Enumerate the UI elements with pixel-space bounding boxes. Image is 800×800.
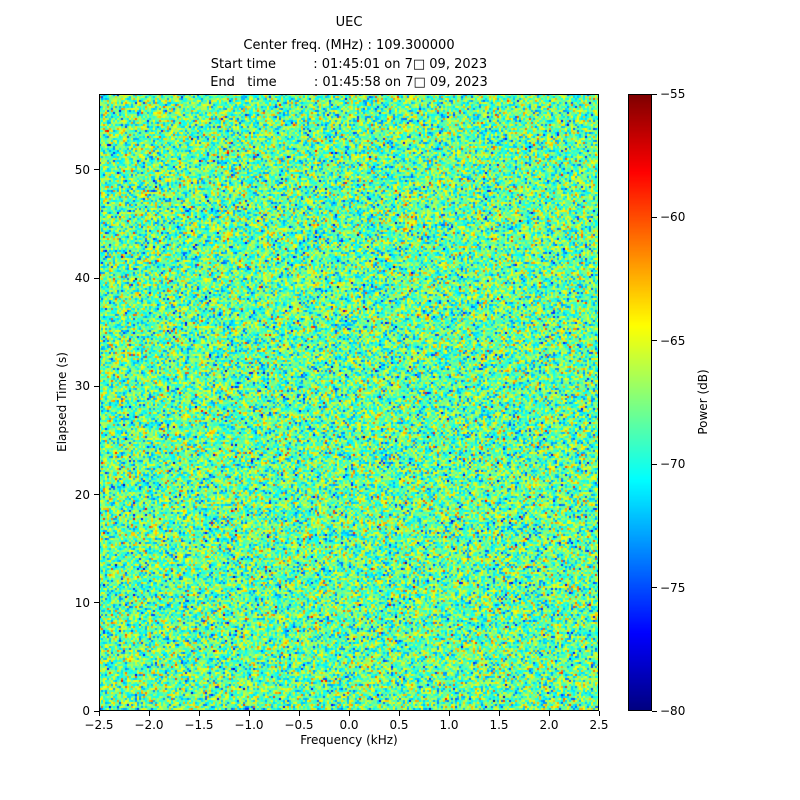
x-tick-mark xyxy=(598,711,600,716)
y-tick-mark xyxy=(94,710,99,712)
x-tick-mark xyxy=(198,711,200,716)
x-tick-label: −1.0 xyxy=(234,718,264,732)
heatmap-canvas xyxy=(99,94,599,711)
x-tick-mark xyxy=(248,711,250,716)
y-tick-mark xyxy=(94,494,99,495)
x-tick-label: 2.5 xyxy=(589,718,609,732)
colorbar-tick-mark xyxy=(652,587,657,589)
colorbar-tick-label: −60 xyxy=(660,210,686,225)
x-tick-label: −0.5 xyxy=(284,718,314,732)
x-tick-label: 0.5 xyxy=(389,718,409,732)
y-tick-label: 30 xyxy=(74,379,90,394)
x-tick-label: −2.5 xyxy=(84,718,114,732)
x-tick-mark xyxy=(348,711,350,716)
y-tick-mark xyxy=(94,385,99,387)
x-tick-mark xyxy=(298,711,300,716)
colorbar-tick-mark xyxy=(652,463,657,465)
y-tick-label: 10 xyxy=(74,595,90,610)
y-axis-label: Elapsed Time (s) xyxy=(55,352,69,452)
chart-title: UEC xyxy=(335,15,363,30)
x-tick-label: −1.5 xyxy=(184,718,214,732)
colorbar-label: Power (dB) xyxy=(696,369,710,435)
y-tick-label: 50 xyxy=(74,162,90,177)
x-tick-label: 1.0 xyxy=(439,718,459,732)
colorbar-tick-mark xyxy=(652,216,657,218)
x-tick-label: 2.0 xyxy=(539,718,559,732)
colorbar-tick-mark xyxy=(652,340,657,342)
x-tick-label: 0.0 xyxy=(339,718,359,732)
colorbar-canvas xyxy=(628,94,652,711)
colorbar-tick-label: −80 xyxy=(660,704,686,718)
start-time-line: Start time : 01:45:01 on 7□ 09, 2023 xyxy=(210,57,488,72)
y-tick-label: 20 xyxy=(74,487,90,502)
y-tick-label: 0 xyxy=(82,704,90,718)
y-tick-mark xyxy=(94,277,99,279)
colorbar-tick-mark xyxy=(652,710,657,712)
x-tick-mark xyxy=(148,711,150,716)
x-tick-mark xyxy=(498,711,500,716)
x-tick-label: −2.0 xyxy=(134,718,164,732)
colorbar-tick-label: −55 xyxy=(660,87,686,101)
colorbar-tick-mark xyxy=(652,93,657,95)
end-time-line: End time : 01:45:58 on 7□ 09, 2023 xyxy=(210,75,488,90)
x-tick-mark xyxy=(398,711,400,716)
colorbar-tick-label: −65 xyxy=(660,333,686,348)
x-tick-label: 1.5 xyxy=(489,718,509,732)
y-tick-mark xyxy=(94,602,99,604)
center-freq-line: Center freq. (MHz) : 109.300000 xyxy=(243,38,455,53)
x-axis-label: Frequency (kHz) xyxy=(300,733,398,747)
x-tick-mark xyxy=(548,711,550,716)
colorbar-tick-label: −75 xyxy=(660,580,686,595)
colorbar-tick-label: −70 xyxy=(660,457,686,472)
x-tick-mark xyxy=(448,711,450,716)
y-tick-mark xyxy=(94,169,99,171)
y-tick-label: 40 xyxy=(74,271,90,286)
x-tick-mark xyxy=(98,711,100,716)
